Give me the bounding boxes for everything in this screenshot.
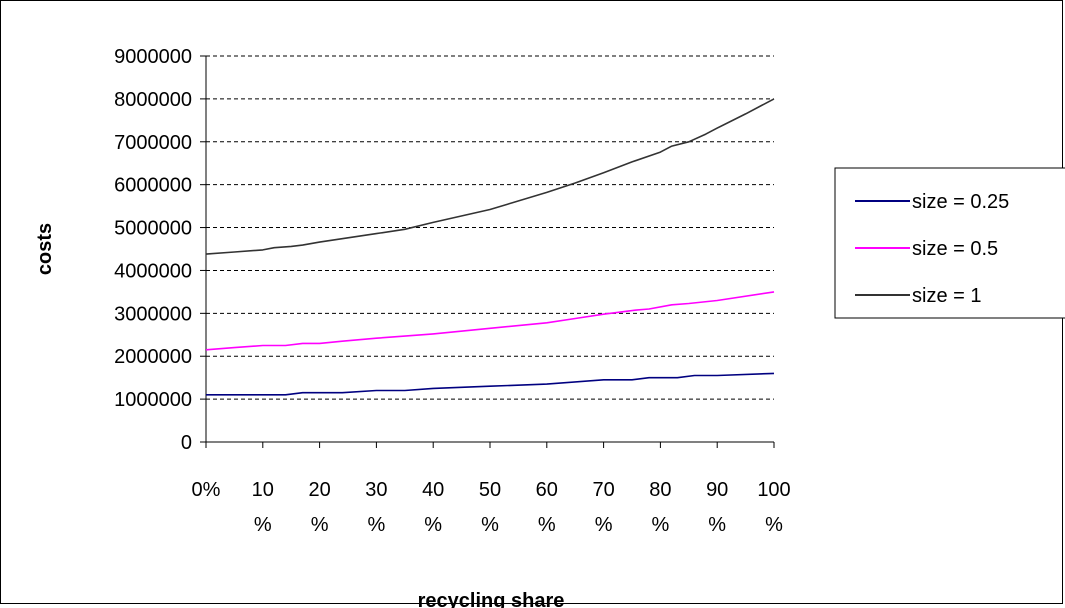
- legend-items: size = 0.25 size = 0.5 size = 1: [855, 191, 1009, 307]
- x-tick-label-unit: %: [652, 514, 670, 536]
- x-tick-label-unit: %: [368, 514, 386, 536]
- axes: [200, 55, 775, 448]
- x-tick-label: 50: [479, 479, 501, 501]
- series-lines: [205, 98, 775, 396]
- legend: size = 0.25 size = 0.5 size = 1: [834, 167, 1065, 319]
- series-line-2: [205, 291, 775, 351]
- x-tick-label: 40: [422, 479, 444, 501]
- gridlines: [206, 55, 774, 400]
- y-tick-label: 3000000: [114, 303, 192, 325]
- y-tick-label: 1000000: [114, 389, 192, 411]
- y-tick-label: 6000000: [114, 175, 192, 197]
- y-tick-label: 8000000: [114, 89, 192, 111]
- x-tick-label: 90: [706, 479, 728, 501]
- y-axis-title: costs: [34, 223, 56, 275]
- y-tick-label: 2000000: [114, 346, 192, 368]
- y-tick-label: 4000000: [114, 260, 192, 282]
- x-tick-label: 60: [536, 479, 558, 501]
- x-tick-label: 10: [252, 479, 274, 501]
- y-tick-label: 7000000: [114, 132, 192, 154]
- x-tick-label-unit: %: [311, 514, 329, 536]
- x-tick-label-unit: %: [595, 514, 613, 536]
- x-tick-labels: 0% 10% 20% 30% 40% 50% 60% 70% 80% 90% 100%: [192, 479, 791, 536]
- x-tick-label: 100: [757, 479, 790, 501]
- legend-label-1: size = 0.25: [912, 191, 1009, 213]
- series-line-1: [206, 372, 775, 396]
- x-axis-title: recycling share: [418, 590, 565, 608]
- legend-box: [834, 167, 1065, 319]
- x-tick-label-unit: %: [708, 514, 726, 536]
- y-tick-label: 5000000: [114, 218, 192, 240]
- legend-label-3: size = 1: [912, 285, 981, 307]
- x-tick-label: 70: [592, 479, 614, 501]
- y-tick-labels: 0 1000000 2000000 3000000 4000000 5000000 6000…: [114, 46, 192, 454]
- x-tick-label-unit: %: [538, 514, 556, 536]
- y-tick-label: 9000000: [114, 46, 192, 68]
- x-tick-label-unit: %: [254, 514, 272, 536]
- y-tick-label: 0: [181, 432, 192, 454]
- x-tick-label: 20: [308, 479, 330, 501]
- x-tick-label-unit: %: [481, 514, 499, 536]
- x-tick-label-unit: %: [765, 514, 783, 536]
- x-tick-label: 80: [649, 479, 671, 501]
- x-tick-label: 30: [365, 479, 387, 501]
- x-tick-label: 0%: [192, 479, 221, 501]
- legend-label-2: size = 0.5: [912, 238, 998, 260]
- x-tick-label-unit: %: [424, 514, 442, 536]
- series-line-3: [205, 98, 775, 255]
